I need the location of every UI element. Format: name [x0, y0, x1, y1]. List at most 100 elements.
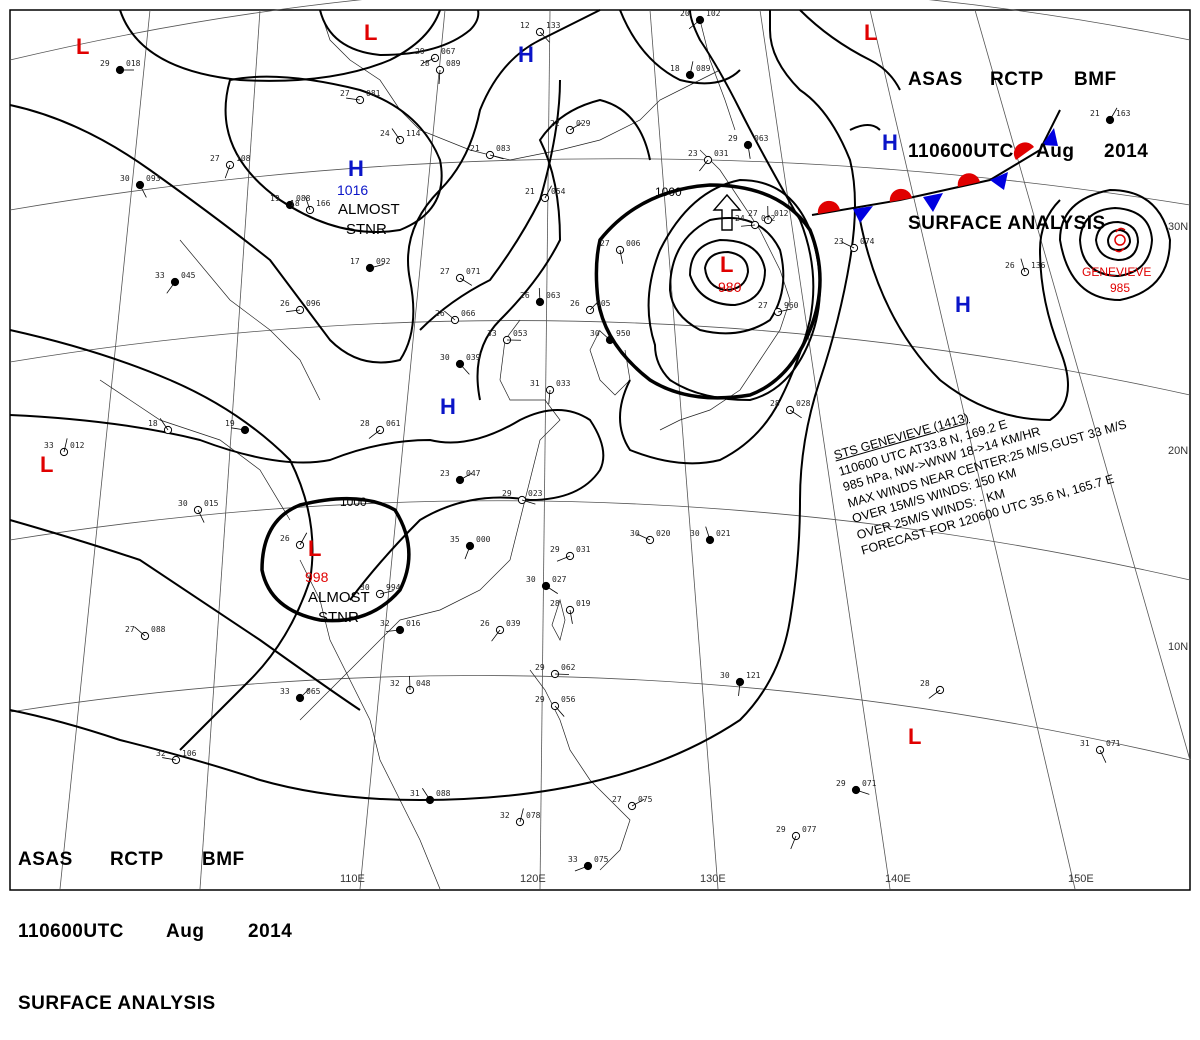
station-pressure: 071: [466, 267, 481, 276]
low-center: L: [76, 34, 89, 59]
header-month: Aug: [1036, 140, 1104, 164]
station-temperature: 26: [520, 291, 530, 300]
station-pressure: 075: [594, 855, 609, 864]
station-temperature: 24: [735, 214, 745, 223]
stnr-label: STNR: [318, 609, 359, 626]
station-temperature: 23: [688, 149, 698, 158]
header-code: BMF: [1074, 68, 1117, 92]
lon-label: 130E: [700, 873, 726, 885]
station-temperature: 26: [1005, 261, 1015, 270]
station-temperature: 29: [550, 545, 560, 554]
station-pressure: 031: [576, 545, 591, 554]
station-pressure: 133: [546, 21, 561, 30]
station-temperature: 17: [350, 257, 360, 266]
station-temperature: 21: [525, 187, 535, 196]
lat-label: 10N: [1168, 641, 1188, 653]
station-pressure: 121: [746, 671, 761, 680]
station-pressure: 047: [466, 469, 481, 478]
station-pressure: 114: [406, 129, 421, 138]
station-temperature: 32: [380, 619, 390, 628]
station-temperature: 19: [270, 194, 280, 203]
station-pressure: 029: [576, 119, 591, 128]
header-time: 110600UTC: [18, 920, 166, 944]
station-pressure: 077: [802, 825, 817, 834]
station-temperature: 31: [1080, 739, 1090, 748]
header-agency: ASAS: [18, 848, 110, 872]
station-temperature: 29: [836, 779, 846, 788]
header-time: 110600UTC: [908, 140, 1036, 164]
station-temperature: 28: [770, 399, 780, 408]
high-center: H: [440, 394, 456, 419]
header-agency: ASAS: [908, 68, 990, 92]
station-temperature: 30: [120, 174, 130, 183]
station-pressure: 066: [461, 309, 476, 318]
high-value: 1016: [337, 182, 368, 198]
low-center: L: [720, 252, 733, 277]
almost-label: ALMOST: [308, 589, 370, 606]
header-title: SURFACE ANALYSIS: [908, 213, 1106, 234]
station-temperature: 31: [530, 379, 540, 388]
station-pressure: 136: [1031, 261, 1046, 270]
station-temperature: 27: [748, 209, 758, 218]
station-temperature: 28: [920, 679, 930, 688]
station-temperature: 19: [225, 419, 235, 428]
station-pressure: 023: [528, 489, 543, 498]
station-temperature: 23: [440, 469, 450, 478]
header-year: 2014: [1104, 140, 1148, 164]
station-temperature: 35: [450, 535, 460, 544]
station-temperature: 33: [155, 271, 165, 280]
station-pressure: 005: [596, 299, 611, 308]
typhoon-value: 985: [1110, 281, 1130, 295]
station-temperature: 20: [680, 9, 690, 18]
station-pressure: 018: [126, 59, 141, 68]
station-temperature: 27: [340, 89, 350, 98]
station-temperature: 27: [758, 301, 768, 310]
station-pressure: 088: [436, 789, 451, 798]
station-temperature: 18: [670, 64, 680, 73]
station-pressure: 027: [552, 575, 567, 584]
station-temperature: 33: [280, 687, 290, 696]
station-temperature: 29: [415, 47, 425, 56]
station-temperature: 29: [100, 59, 110, 68]
low-value: 998: [305, 569, 329, 585]
station-pressure: 012: [774, 209, 789, 218]
station-temperature: 32: [156, 749, 166, 758]
station-temperature: 27: [210, 154, 220, 163]
station-pressure: 028: [796, 399, 811, 408]
station-pressure: 096: [306, 299, 321, 308]
isobar-label: 1000: [340, 495, 367, 509]
station-temperature: 29: [535, 663, 545, 672]
station-temperature: 22: [550, 119, 560, 128]
station-pressure: 067: [441, 47, 456, 56]
station-temperature: 27: [125, 625, 135, 634]
station-pressure: 081: [366, 89, 381, 98]
station-temperature: 28: [360, 419, 370, 428]
typhoon-name: GENEVIEVE: [1082, 265, 1151, 279]
station-pressure: 092: [376, 257, 391, 266]
station-pressure: 063: [754, 134, 769, 143]
station-temperature: 29: [535, 695, 545, 704]
station-pressure: 012: [70, 441, 85, 450]
high-center: H: [518, 42, 534, 67]
station-pressure: 019: [576, 599, 591, 608]
isobar-label: 1000: [655, 185, 682, 199]
station-pressure: 106: [182, 749, 197, 758]
stnr-label: STNR: [346, 221, 387, 238]
station-temperature: 30: [720, 671, 730, 680]
station-temperature: 30: [630, 529, 640, 538]
station-pressure: 054: [551, 187, 566, 196]
station-temperature: 33: [568, 855, 578, 864]
station-pressure: 062: [561, 663, 576, 672]
station-temperature: 23: [834, 237, 844, 246]
station-pressure: 000: [476, 535, 491, 544]
almost-label: ALMOST: [338, 201, 400, 218]
station-temperature: 18: [148, 419, 158, 428]
low-center: L: [908, 724, 921, 749]
station-pressure: 020: [656, 529, 671, 538]
lon-label: 110E: [340, 873, 365, 885]
station-pressure: 089: [446, 59, 461, 68]
station-pressure: 033: [556, 379, 571, 388]
station-pressure: 960: [784, 301, 799, 310]
station-pressure: 039: [466, 353, 481, 362]
station-pressure: 078: [526, 811, 541, 820]
